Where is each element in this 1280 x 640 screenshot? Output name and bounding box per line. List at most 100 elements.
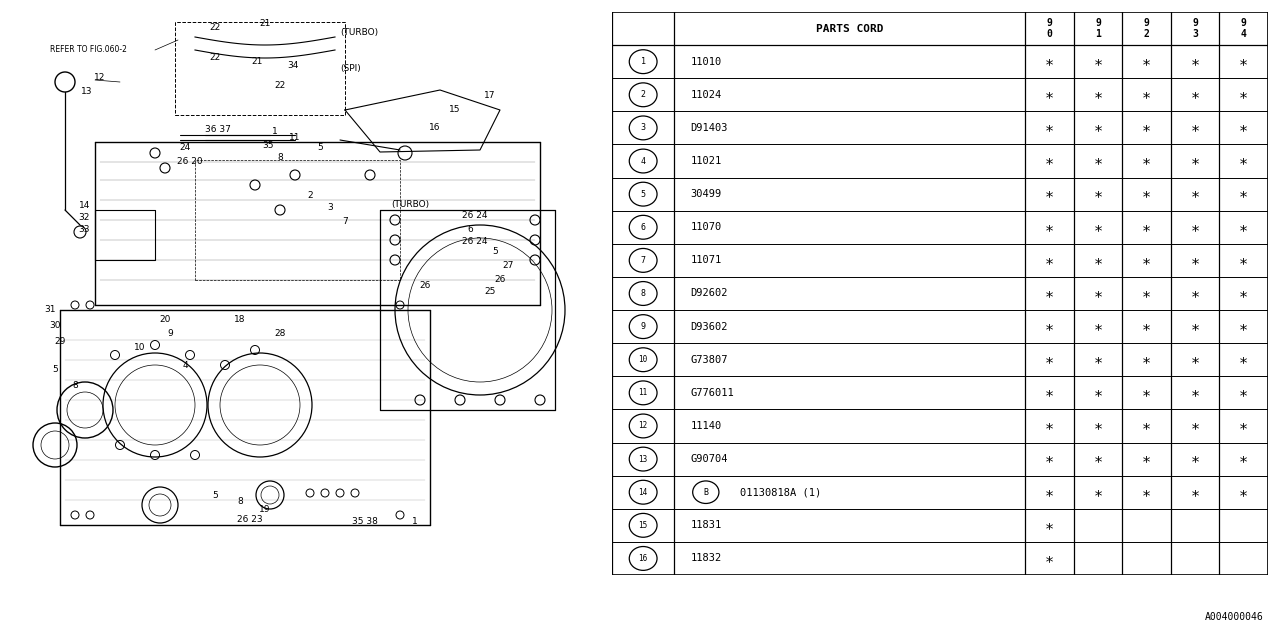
Text: (SPI): (SPI)	[340, 63, 361, 72]
Text: ∗: ∗	[1142, 319, 1151, 334]
Text: 14: 14	[639, 488, 648, 497]
Text: ∗: ∗	[1142, 220, 1151, 235]
Text: 19: 19	[260, 506, 271, 515]
Text: ∗: ∗	[1190, 154, 1199, 168]
Text: ∗: ∗	[1190, 286, 1199, 301]
Text: REFER TO FIG.060-2: REFER TO FIG.060-2	[50, 45, 127, 54]
Text: ∗: ∗	[1044, 551, 1055, 566]
Text: ∗: ∗	[1093, 452, 1102, 467]
Text: ∗: ∗	[1142, 120, 1151, 136]
Text: 26 24: 26 24	[462, 237, 488, 246]
Text: 11024: 11024	[691, 90, 722, 100]
Text: A004000046: A004000046	[1204, 612, 1263, 622]
Text: 13: 13	[639, 454, 648, 463]
Text: ∗: ∗	[1044, 385, 1055, 401]
Text: ∗: ∗	[1190, 54, 1199, 69]
Text: 8: 8	[237, 497, 243, 506]
Text: 8: 8	[72, 381, 78, 390]
Text: 11: 11	[639, 388, 648, 397]
Text: 21: 21	[260, 19, 270, 28]
Text: ∗: ∗	[1239, 385, 1248, 401]
Text: ∗: ∗	[1142, 154, 1151, 168]
Text: 26 23: 26 23	[237, 515, 262, 525]
Text: ∗: ∗	[1093, 120, 1102, 136]
Text: 21: 21	[251, 58, 262, 67]
Text: ∗: ∗	[1142, 187, 1151, 202]
Text: 9: 9	[641, 322, 645, 331]
Text: ∗: ∗	[1142, 253, 1151, 268]
Text: 16: 16	[429, 122, 440, 131]
Text: ∗: ∗	[1190, 352, 1199, 367]
Text: 1: 1	[641, 57, 645, 66]
Text: 5: 5	[212, 490, 218, 499]
Text: 5: 5	[317, 143, 323, 152]
Text: ∗: ∗	[1239, 87, 1248, 102]
Text: ∗: ∗	[1190, 253, 1199, 268]
Text: ∗: ∗	[1044, 87, 1055, 102]
Text: 5: 5	[492, 248, 498, 257]
Text: 12: 12	[639, 422, 648, 431]
Text: 10: 10	[134, 342, 146, 351]
Text: ∗: ∗	[1239, 220, 1248, 235]
Text: 26: 26	[494, 275, 506, 285]
Text: ∗: ∗	[1190, 87, 1199, 102]
Text: ∗: ∗	[1239, 286, 1248, 301]
Polygon shape	[346, 90, 500, 152]
Text: 4: 4	[641, 157, 645, 166]
Text: ∗: ∗	[1239, 319, 1248, 334]
Text: ∗: ∗	[1093, 220, 1102, 235]
Text: G73807: G73807	[691, 355, 728, 365]
Text: ∗: ∗	[1190, 319, 1199, 334]
Text: (TURBO): (TURBO)	[340, 29, 378, 38]
Text: 35: 35	[262, 141, 274, 150]
Text: PARTS CORD: PARTS CORD	[817, 24, 883, 33]
Text: ∗: ∗	[1239, 120, 1248, 136]
Text: ∗: ∗	[1190, 452, 1199, 467]
Text: 18: 18	[234, 316, 246, 324]
Text: ∗: ∗	[1190, 385, 1199, 401]
Text: ∗: ∗	[1142, 419, 1151, 433]
Text: D92602: D92602	[691, 289, 728, 298]
Text: ∗: ∗	[1044, 154, 1055, 168]
Text: 16: 16	[639, 554, 648, 563]
Text: 30: 30	[49, 321, 60, 330]
Text: ∗: ∗	[1142, 87, 1151, 102]
Text: 5: 5	[641, 189, 645, 198]
Text: ∗: ∗	[1093, 87, 1102, 102]
Text: 15: 15	[639, 521, 648, 530]
Text: ∗: ∗	[1093, 154, 1102, 168]
Text: ∗: ∗	[1142, 452, 1151, 467]
Text: D91403: D91403	[691, 123, 728, 133]
Text: 10: 10	[639, 355, 648, 364]
Text: ∗: ∗	[1044, 484, 1055, 500]
Text: 26 24: 26 24	[462, 211, 488, 220]
Text: ∗: ∗	[1044, 187, 1055, 202]
Text: 24: 24	[179, 143, 191, 152]
Text: ∗: ∗	[1093, 54, 1102, 69]
Text: 12: 12	[95, 74, 106, 83]
Text: ∗: ∗	[1044, 452, 1055, 467]
Text: ∗: ∗	[1239, 419, 1248, 433]
Text: 1: 1	[412, 518, 417, 527]
Text: D93602: D93602	[691, 322, 728, 332]
Text: ∗: ∗	[1190, 120, 1199, 136]
Text: ∗: ∗	[1190, 419, 1199, 433]
Text: 11: 11	[289, 132, 301, 141]
Text: 3: 3	[328, 204, 333, 212]
Text: ∗: ∗	[1142, 352, 1151, 367]
Text: 6: 6	[467, 225, 472, 234]
Text: 17: 17	[484, 90, 495, 99]
Text: ∗: ∗	[1239, 452, 1248, 467]
Text: ∗: ∗	[1239, 187, 1248, 202]
Text: 25: 25	[484, 287, 495, 296]
Text: 2: 2	[641, 90, 645, 99]
Text: ∗: ∗	[1044, 419, 1055, 433]
Text: ∗: ∗	[1239, 253, 1248, 268]
Text: ∗: ∗	[1093, 419, 1102, 433]
Text: ∗: ∗	[1093, 319, 1102, 334]
Text: 13: 13	[81, 88, 92, 97]
Text: ∗: ∗	[1239, 54, 1248, 69]
Text: ∗: ∗	[1044, 518, 1055, 533]
Text: 22: 22	[210, 24, 220, 33]
Text: 11021: 11021	[691, 156, 722, 166]
